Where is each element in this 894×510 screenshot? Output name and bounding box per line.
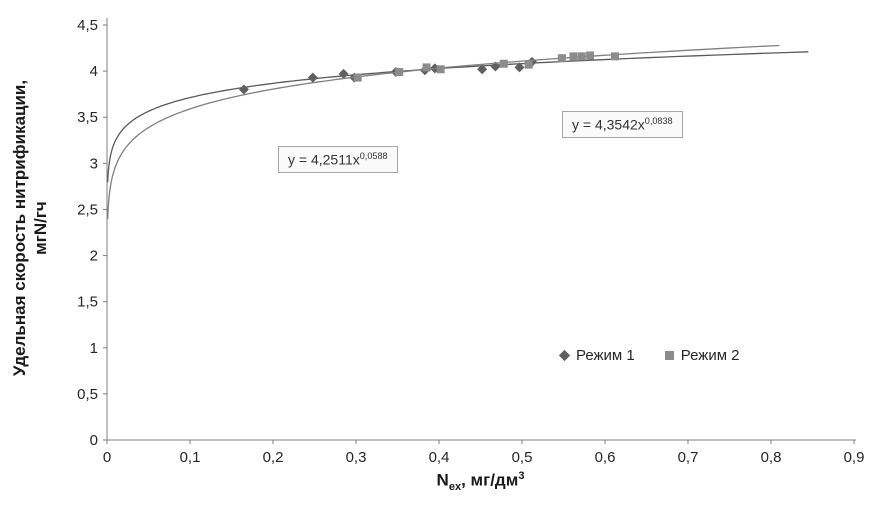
x-tick-label: 0,5 bbox=[512, 449, 533, 466]
x-tick-label: 0,6 bbox=[595, 449, 616, 466]
trendline-series-2 bbox=[107, 44, 780, 220]
x-tick-label: 0,8 bbox=[761, 449, 782, 466]
y-tick-label: 1,5 bbox=[77, 294, 98, 311]
data-point-square bbox=[395, 68, 404, 77]
data-point-square bbox=[353, 73, 362, 82]
x-tick-label: 0,3 bbox=[346, 449, 367, 466]
legend-label-rezhim-1: Режим 1 bbox=[576, 347, 635, 364]
data-point-square bbox=[436, 65, 445, 74]
legend-label-rezhim-2: Режим 2 bbox=[680, 347, 740, 364]
data-point-diamond bbox=[477, 64, 488, 75]
trendline-series-1 bbox=[107, 51, 809, 183]
trendline-equation-series-1: y = 4,2511x0,0588 bbox=[278, 146, 398, 173]
legend: Режим 1 Режим 2 bbox=[558, 347, 740, 364]
y-tick-label: 2,5 bbox=[77, 201, 98, 218]
x-tick-label: 0,7 bbox=[678, 449, 699, 466]
data-point-diamond bbox=[514, 62, 525, 73]
data-point-square bbox=[586, 51, 595, 60]
y-tick-label: 0,5 bbox=[77, 386, 98, 403]
equation-2-text: y = 4,3542x bbox=[572, 116, 645, 133]
legend-item-rezhim-2: Режим 2 bbox=[664, 347, 740, 364]
data-point-square bbox=[499, 59, 508, 68]
x-axis-title-units: , мг/дм bbox=[461, 470, 519, 490]
x-tick-label: 0,4 bbox=[429, 449, 450, 466]
y-tick-label: 2 bbox=[90, 248, 98, 265]
data-point-diamond bbox=[338, 68, 349, 79]
equation-1-exponent: 0,0588 bbox=[359, 151, 388, 161]
y-tick-label: 3 bbox=[90, 155, 98, 172]
equation-1-text: y = 4,2511x bbox=[288, 151, 360, 168]
y-tick-label: 4 bbox=[90, 63, 98, 80]
data-point-square bbox=[524, 60, 533, 69]
square-marker-icon bbox=[664, 351, 674, 360]
data-point-square bbox=[569, 52, 578, 61]
x-tick-label: 0,1 bbox=[180, 449, 201, 466]
data-point-square bbox=[610, 52, 619, 61]
data-point-diamond bbox=[307, 72, 318, 83]
data-point-square bbox=[422, 63, 431, 72]
data-point-diamond bbox=[238, 84, 249, 95]
equation-2-exponent: 0,0838 bbox=[644, 116, 673, 126]
x-axis-title-subscript: ex bbox=[448, 481, 462, 494]
x-tick-label: 0,9 bbox=[844, 449, 865, 466]
diamond-marker-icon bbox=[558, 349, 571, 362]
x-axis-title-superscript: 3 bbox=[518, 470, 525, 482]
data-point-square bbox=[557, 54, 566, 63]
y-tick-label: 0 bbox=[90, 432, 98, 449]
y-axis-title: Удельная скорость нитрификации, мгN/гч bbox=[9, 0, 51, 458]
x-axis-title: Nex, мг/дм3 bbox=[107, 470, 854, 493]
trendline-equation-series-2: y = 4,3542x0,0838 bbox=[562, 111, 683, 138]
y-axis-title-line2: мгN/гч bbox=[31, 201, 50, 255]
y-tick-label: 4,5 bbox=[77, 17, 98, 34]
y-tick-label: 1 bbox=[90, 340, 98, 357]
x-tick-label: 0,2 bbox=[263, 449, 284, 466]
legend-item-rezhim-1: Режим 1 bbox=[558, 347, 635, 364]
x-tick-label: 0 bbox=[103, 449, 111, 466]
y-axis-title-line1: Удельная скорость нитрификации, bbox=[10, 79, 29, 377]
y-tick-label: 3,5 bbox=[77, 109, 98, 126]
x-axis-title-base: N bbox=[436, 470, 449, 490]
data-point-square bbox=[577, 52, 586, 61]
